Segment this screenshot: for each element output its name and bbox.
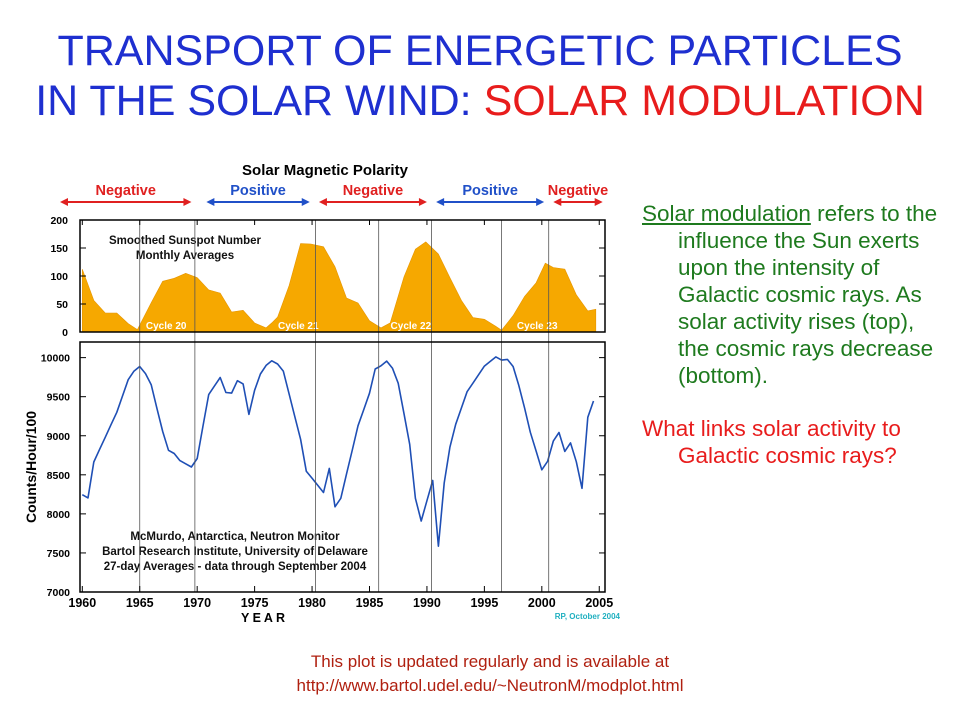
polarity-arrowhead-right-1 (301, 198, 310, 206)
chart-credit: RP, October 2004 (555, 612, 621, 621)
cycle-label-3: Cycle 22 (391, 321, 432, 332)
polarity-label-1: Positive (230, 183, 286, 199)
neutron-panel: McMurdo, Antarctica, Neutron Monitor Bart… (81, 356, 595, 573)
xtick-label-0: 1960 (68, 596, 96, 610)
explanation-text: refers to the influence the Sun exerts u… (678, 201, 938, 388)
xtick-label-3: 1975 (241, 596, 269, 610)
chart-svg: Solar Magnetic Polarity Negative Positive N… (23, 162, 621, 625)
sunspot-panel: Smoothed Sunspot Number Monthly Averages C… (33, 235, 597, 333)
xtick-label-9: 2005 (585, 596, 613, 610)
cycle-label-2: Cycle 21 (278, 321, 319, 332)
xtick-label-1: 1965 (126, 596, 154, 610)
xtick-label-4: 1980 (298, 596, 326, 610)
polarity-band: Solar Magnetic Polarity Negative Positive N… (60, 162, 608, 206)
sunspot-ytick-label-4: 200 (50, 215, 68, 227)
neutron-ytick-label-0: 7000 (47, 587, 71, 599)
slide-title: TRANSPORT OF ENERGETIC PARTICLES IN THE … (0, 26, 960, 126)
cycle-label-0: Cycle 19 (33, 321, 74, 332)
polarity-arrowhead-right-4 (594, 198, 603, 206)
polarity-arrowhead-left-0 (60, 198, 68, 206)
question-paragraph: What links solar activity to Galactic co… (642, 416, 901, 468)
title-line-1: TRANSPORT OF ENERGETIC PARTICLES (57, 27, 903, 75)
polarity-title: Solar Magnetic Polarity (242, 162, 409, 179)
neutron-ytick-label-6: 10000 (41, 353, 70, 365)
neutron-frame (79, 341, 606, 593)
x-axis-label: Y E A R (241, 611, 285, 625)
neutron-series-line (81, 356, 595, 548)
title-line-2: IN THE SOLAR WIND: SOLAR MODULATION (0, 76, 960, 126)
sunspot-annotation-2: Monthly Averages (136, 250, 234, 262)
neutron-ytick-label-1: 7500 (47, 548, 71, 560)
sunspot-ytick-label-3: 150 (50, 243, 68, 255)
neutron-ytick-label-4: 9000 (47, 431, 71, 443)
side-text: Solar modulation refers to the influence… (642, 200, 942, 469)
title-line-2-blue: IN THE SOLAR WIND: (35, 77, 484, 125)
xtick-label-7: 1995 (470, 596, 498, 610)
polarity-arrowhead-left-2 (318, 198, 327, 206)
xtick-label-5: 1985 (356, 596, 384, 610)
polarity-arrowhead-right-2 (418, 198, 427, 206)
polarity-label-4: Negative (548, 183, 608, 199)
polarity-label-0: Negative (95, 183, 155, 199)
neutron-annotation-3: 27-day Averages - data through September… (104, 561, 367, 573)
chart-axes: 0 50 100 150 200 7000 7500 8000 8500 9000 9500 1000… (23, 215, 621, 625)
explanation-paragraph: Solar modulation refers to the influence… (642, 200, 942, 389)
polarity-arrowhead-left-4 (553, 198, 562, 206)
sunspot-area (81, 241, 597, 333)
polarity-label-3: Positive (462, 183, 518, 199)
footer-url[interactable]: http://www.bartol.udel.edu/~NeutronM/mod… (296, 676, 684, 695)
sunspot-annotation-1: Smoothed Sunspot Number (109, 235, 262, 247)
solar-modulation-chart: Solar Magnetic Polarity Negative Positive N… (20, 150, 630, 630)
neutron-ytick-label-3: 8500 (47, 470, 71, 482)
polarity-label-2: Negative (343, 183, 403, 199)
xtick-label-8: 2000 (528, 596, 556, 610)
title-line-2-red: SOLAR MODULATION (483, 77, 925, 125)
neutron-ytick-label-2: 8000 (47, 509, 71, 521)
xtick-label-6: 1990 (413, 596, 441, 610)
sunspot-ytick-label-1: 50 (56, 299, 68, 311)
solar-modulation-link[interactable]: Solar modulation (642, 201, 811, 226)
y-axis-label: Counts/Hour/100 (23, 411, 39, 523)
polarity-arrowhead-left-1 (206, 198, 215, 206)
neutron-ytick-label-5: 9500 (47, 392, 71, 404)
footer-line-1: This plot is updated regularly and is av… (310, 652, 670, 671)
xtick-label-2: 1970 (183, 596, 211, 610)
polarity-arrowhead-left-3 (436, 198, 445, 206)
footer: This plot is updated regularly and is av… (0, 650, 960, 698)
neutron-annotation-2: Bartol Research Institute, University of… (102, 546, 368, 558)
neutron-annotation-1: McMurdo, Antarctica, Neutron Monitor (130, 531, 340, 543)
polarity-arrowhead-right-0 (183, 198, 192, 206)
cycle-label-4: Cycle 23 (517, 321, 558, 332)
sunspot-ytick-label-0: 0 (62, 327, 68, 339)
cycle-label-1: Cycle 20 (146, 321, 187, 332)
sunspot-ytick-label-2: 100 (50, 271, 68, 283)
polarity-arrowhead-right-3 (536, 198, 545, 206)
